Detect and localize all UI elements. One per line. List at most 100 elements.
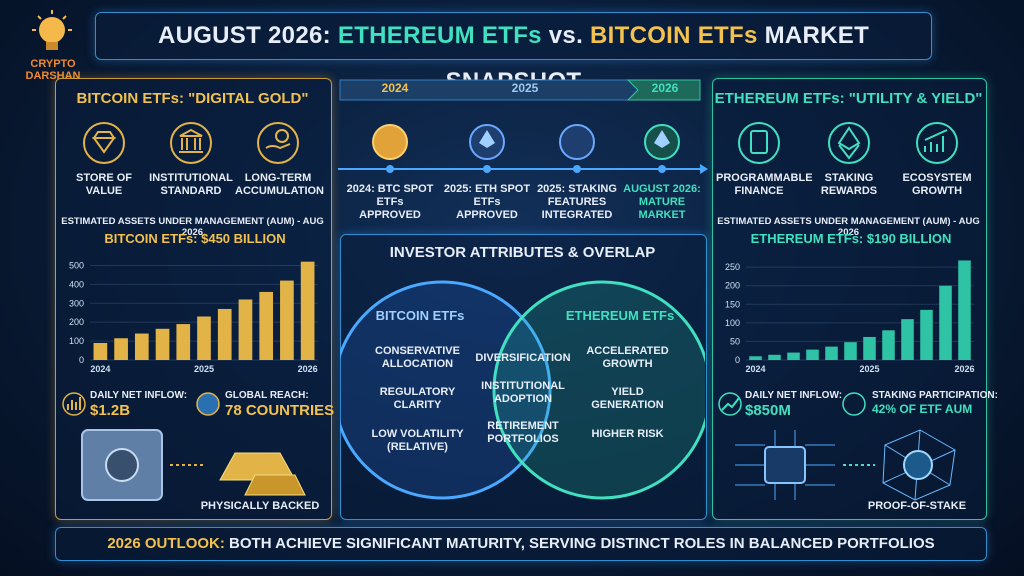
bar bbox=[238, 299, 253, 360]
bar bbox=[114, 338, 128, 360]
y-tick-label: 200 bbox=[725, 281, 740, 291]
x-tick-label: 2026 bbox=[298, 364, 318, 374]
bar bbox=[197, 316, 211, 360]
timeline-event: AUGUST 2026: MATURE MARKET bbox=[623, 183, 701, 221]
x-tick-label: 2025 bbox=[194, 364, 214, 374]
timeline-event: 2025: ETH SPOT ETFs APPROVED bbox=[443, 183, 531, 221]
bar bbox=[863, 336, 876, 360]
venn-right-title: ETHEREUM ETFs bbox=[565, 308, 675, 323]
y-tick-label: 500 bbox=[69, 260, 84, 270]
outlook-bar: 2026 OUTLOOK: BOTH ACHIEVE SIGNIFICANT M… bbox=[55, 527, 987, 561]
y-tick-label: 300 bbox=[69, 298, 84, 308]
stat-icons bbox=[62, 392, 220, 416]
feature-label: STORE OF VALUE bbox=[75, 172, 133, 197]
venn-item: HIGHER RISK bbox=[591, 428, 664, 440]
bar bbox=[825, 346, 838, 360]
y-tick-label: 200 bbox=[69, 317, 84, 327]
venn-overlap-item: DIVERSIFICATION bbox=[475, 352, 571, 364]
venn-overlap-item: RETIREMENT PORTFOLIOS bbox=[487, 420, 559, 445]
bar bbox=[920, 309, 933, 360]
venn-item: CONSERVATIVE ALLOCATION bbox=[375, 345, 460, 370]
backing-label: PHYSICALLY BACKED bbox=[200, 500, 320, 512]
venn-item: ACCELERATED GROWTH bbox=[586, 345, 669, 370]
x-tick-label: 2024 bbox=[90, 364, 110, 374]
vault-gold-illustration bbox=[81, 429, 306, 501]
x-tick-label: 2024 bbox=[745, 364, 765, 374]
bar bbox=[280, 280, 294, 360]
stat-label: DAILY NET INFLOW: bbox=[745, 390, 843, 401]
stat-value: $1.2B bbox=[90, 402, 131, 419]
title-part: BITCOIN ETFs bbox=[590, 22, 758, 49]
bar bbox=[300, 261, 315, 360]
venn-title: INVESTOR ATTRIBUTES & OVERLAP bbox=[389, 244, 656, 261]
timeline-year: 2024 bbox=[381, 81, 409, 95]
stat-icons bbox=[718, 392, 866, 416]
bar bbox=[939, 285, 952, 360]
timeline-year: 2026 bbox=[651, 81, 679, 95]
title-part: AUGUST 2026: bbox=[157, 22, 331, 49]
stat-value: 78 COUNTRIES bbox=[225, 402, 335, 419]
title-part: vs. bbox=[548, 22, 584, 49]
title-bar: AUGUST 2026: ETHEREUM ETFs vs. BITCOIN E… bbox=[95, 12, 932, 95]
bar bbox=[176, 324, 191, 360]
stat-label: STAKING PARTICIPATION: bbox=[872, 390, 998, 401]
panel-heading: ETHEREUM ETFs: "UTILITY & YIELD" bbox=[714, 90, 983, 107]
y-tick-label: 250 bbox=[725, 262, 740, 272]
feature-icons bbox=[738, 122, 958, 164]
bar bbox=[787, 352, 800, 360]
y-tick-label: 0 bbox=[735, 355, 740, 365]
timeline-event: 2025: STAKING FEATURES INTEGRATED bbox=[537, 183, 617, 221]
outlook-text: BOTH ACHIEVE SIGNIFICANT MATURITY, SERVI… bbox=[229, 535, 935, 552]
y-tick-label: 400 bbox=[69, 279, 84, 289]
venn-item: LOW VOLATILITY (RELATIVE) bbox=[371, 428, 464, 453]
chart-title: BITCOIN ETFs: $450 BILLION bbox=[104, 232, 285, 246]
venn-overlap-item: INSTITUTIONAL ADOPTION bbox=[481, 380, 565, 405]
venn-item: YIELD GENERATION bbox=[591, 386, 664, 411]
panel-heading: BITCOIN ETFs: "DIGITAL GOLD" bbox=[76, 90, 309, 107]
feature-label: INSTITUTIONAL STANDARD bbox=[149, 172, 233, 197]
bar bbox=[749, 356, 762, 360]
bar-chart: ETHEREUM ETFs: $190 BILLION 0 50 100 150 200… bbox=[725, 232, 975, 374]
timeline-event: 2024: BTC SPOT ETFs APPROVED bbox=[346, 183, 434, 221]
bar bbox=[958, 260, 971, 360]
y-tick-label: 150 bbox=[725, 299, 740, 309]
bar bbox=[882, 330, 895, 360]
feature-label: ECOSYSTEM GROWTH bbox=[902, 172, 972, 197]
venn-left-title: BITCOIN ETFs bbox=[375, 308, 465, 323]
feature-label: STAKING REWARDS bbox=[820, 172, 878, 197]
stat-value: $850M bbox=[745, 402, 791, 419]
bar bbox=[806, 349, 819, 360]
timeline-year: 2025 bbox=[511, 81, 539, 95]
outlook-label: 2026 OUTLOOK: bbox=[107, 535, 225, 552]
y-tick-label: 50 bbox=[730, 336, 740, 346]
chart-title: ETHEREUM ETFs: $190 BILLION bbox=[751, 232, 952, 246]
logo-icon bbox=[32, 10, 72, 50]
feature-label: LONG-TERM ACCUMULATION bbox=[235, 172, 325, 197]
stat-label: DAILY NET INFLOW: bbox=[90, 390, 188, 401]
aum-caption: ESTIMATED ASSETS UNDER MANAGEMENT (AUM) … bbox=[61, 216, 324, 238]
stat-value: 42% OF ETF AUM bbox=[872, 402, 973, 416]
bar bbox=[768, 354, 781, 360]
y-tick-label: 0 bbox=[79, 355, 84, 365]
bar bbox=[155, 328, 170, 360]
timeline-graphic bbox=[338, 79, 708, 174]
feature-label: PROGRAMMABLE FINANCE bbox=[716, 172, 813, 197]
bar bbox=[259, 291, 274, 360]
y-tick-label: 100 bbox=[69, 336, 84, 346]
venn-circles bbox=[340, 280, 705, 500]
backing-label: PROOF-OF-STAKE bbox=[867, 500, 967, 512]
venn-item: REGULATORY CLARITY bbox=[379, 386, 456, 411]
chip-network-illustration bbox=[735, 429, 956, 501]
bar bbox=[901, 319, 914, 360]
feature-icons bbox=[83, 122, 299, 164]
x-tick-label: 2025 bbox=[859, 364, 879, 374]
x-tick-label: 2026 bbox=[954, 364, 974, 374]
bar bbox=[217, 308, 232, 360]
bar bbox=[93, 342, 108, 360]
y-tick-label: 100 bbox=[725, 318, 740, 328]
venn-panel bbox=[340, 234, 707, 520]
bar bbox=[134, 333, 149, 360]
bar bbox=[844, 342, 857, 360]
